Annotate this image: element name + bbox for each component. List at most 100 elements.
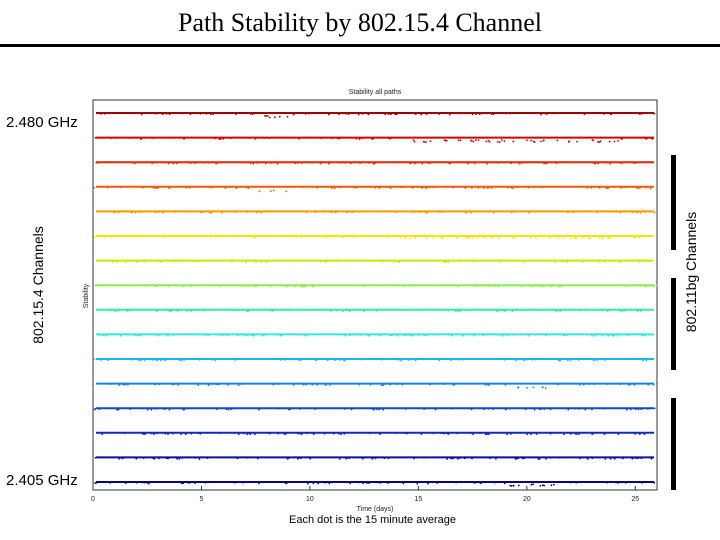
data-point	[356, 235, 358, 237]
data-point	[341, 236, 343, 238]
data-point	[391, 334, 393, 337]
data-point	[641, 334, 644, 337]
data-point	[309, 161, 311, 164]
data-point	[504, 384, 507, 386]
data-point	[123, 383, 126, 386]
data-point	[264, 115, 266, 117]
data-point	[100, 260, 103, 262]
data-point	[419, 112, 421, 115]
data-point	[153, 235, 156, 238]
data-point	[557, 333, 560, 336]
data-point	[425, 456, 428, 459]
data-point	[104, 210, 106, 213]
data-point	[414, 162, 417, 165]
data-point	[216, 408, 218, 411]
data-point	[396, 383, 398, 386]
data-point	[603, 407, 606, 410]
data-point	[141, 112, 144, 115]
data-point	[533, 284, 536, 287]
data-point	[211, 383, 213, 385]
data-point	[613, 334, 615, 337]
data-point	[484, 433, 487, 436]
data-point	[176, 310, 179, 312]
data-point	[300, 433, 303, 436]
data-point	[306, 481, 309, 484]
data-point	[557, 358, 560, 361]
data-point	[617, 335, 619, 337]
data-point	[399, 186, 401, 189]
data-point	[249, 112, 252, 115]
data-point	[446, 458, 448, 460]
data-point	[317, 482, 320, 485]
data-point	[552, 309, 555, 312]
data-point	[368, 432, 371, 435]
data-point	[399, 358, 401, 361]
data-point	[490, 236, 493, 239]
data-point	[334, 359, 336, 361]
data-point	[618, 261, 621, 263]
x-tick-label: 25	[631, 496, 639, 503]
data-point	[210, 186, 213, 189]
data-point	[598, 187, 601, 189]
data-point	[510, 433, 512, 435]
title-divider	[0, 44, 720, 47]
data-point	[183, 358, 186, 361]
series-10	[93, 358, 654, 362]
data-point	[230, 358, 232, 361]
data-point	[457, 310, 460, 313]
data-point	[404, 285, 406, 288]
data-point	[342, 236, 345, 239]
data-point	[367, 260, 370, 262]
data-point	[468, 236, 471, 239]
data-point	[422, 456, 425, 459]
data-point	[100, 113, 102, 115]
series-group	[92, 112, 658, 487]
data-point	[369, 383, 372, 386]
data-point	[258, 408, 260, 411]
data-point	[459, 139, 462, 142]
data-point	[440, 432, 443, 435]
data-point	[543, 112, 546, 115]
data-point	[304, 112, 307, 115]
data-point	[299, 457, 302, 460]
data-point	[365, 309, 368, 311]
data-point	[309, 260, 312, 263]
data-point	[314, 259, 317, 262]
data-point	[162, 432, 164, 434]
data-point	[213, 383, 216, 385]
data-point	[134, 211, 137, 214]
data-point	[423, 481, 425, 483]
data-point	[655, 284, 658, 287]
data-point	[471, 260, 474, 263]
data-point	[653, 112, 656, 115]
data-point	[475, 139, 477, 141]
data-point	[325, 261, 327, 263]
data-point	[140, 359, 142, 362]
data-point	[647, 382, 649, 385]
data-point	[278, 115, 281, 118]
data-point	[488, 141, 491, 143]
data-point	[543, 162, 545, 165]
data-point	[99, 359, 102, 361]
data-point	[532, 186, 535, 189]
data-point	[190, 210, 193, 213]
data-point	[543, 484, 546, 487]
data-point	[510, 211, 513, 214]
data-point	[123, 457, 125, 459]
data-point	[615, 211, 618, 213]
data-point	[413, 457, 416, 460]
data-point	[569, 359, 572, 361]
data-point	[292, 186, 295, 189]
data-point	[549, 432, 552, 435]
data-point	[514, 359, 517, 362]
data-point	[437, 333, 440, 336]
data-point	[609, 162, 611, 165]
data-point	[625, 260, 627, 262]
data-point	[532, 386, 535, 389]
data-point	[299, 408, 301, 410]
data-point	[357, 113, 360, 116]
data-point	[241, 260, 244, 263]
data-point	[597, 140, 599, 143]
data-point	[543, 284, 545, 287]
data-point	[465, 237, 467, 240]
